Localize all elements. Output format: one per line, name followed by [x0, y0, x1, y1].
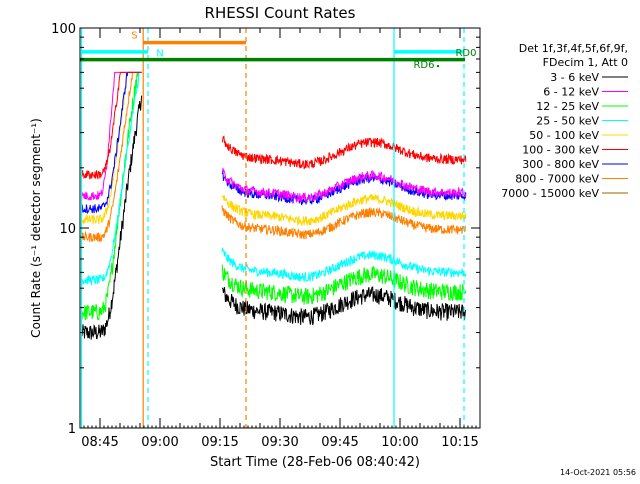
chart-title: RHESSI Count Rates: [205, 4, 356, 22]
x-tick-label: 09:30: [261, 435, 298, 450]
rd6-marker-dot: [436, 64, 440, 68]
attribute-label-rd0: RD0: [455, 48, 476, 59]
series-line-6: [81, 71, 467, 180]
series-line-1: [81, 95, 467, 340]
legend: Det 1f,3f,4f,5f,6f,9f, FDecim 1, Att 0 3…: [501, 42, 628, 200]
y-tick-label: 1: [68, 422, 76, 437]
x-tick-label: 09:45: [321, 435, 358, 450]
legend-entry-9: 7000 - 15000 keV: [501, 187, 599, 200]
legend-entry-8: 800 - 7000 keV: [515, 173, 599, 186]
legend-header-line-2: FDecim 1, Att 0: [543, 56, 628, 69]
legend-entry-5: 50 - 100 keV: [529, 129, 599, 142]
plot-area: S N RD6 RD0: [80, 28, 477, 428]
series-line-8: [81, 71, 466, 243]
y-axis-label: Count Rate (s⁻¹ detector segment⁻¹): [29, 118, 43, 338]
y-tick-label: 10: [59, 222, 76, 237]
legend-entry-4: 25 - 50 keV: [536, 115, 599, 128]
legend-entry-1: 3 - 6 keV: [550, 71, 599, 84]
legend-entry-7: 300 - 800 keV: [522, 158, 599, 171]
attribute-label-n: N: [156, 49, 163, 60]
x-tick-label: 10:00: [381, 435, 418, 450]
x-tick-label: 08:45: [81, 435, 118, 450]
x-tick-label: 10:15: [441, 435, 478, 450]
series-line-4: [81, 71, 467, 287]
legend-entry-3: 12 - 25 keV: [536, 100, 599, 113]
x-tick-label: 09:00: [141, 435, 178, 450]
legend-header-line-1: Det 1f,3f,4f,5f,6f,9f,: [519, 42, 628, 55]
timestamp: 14-Oct-2021 05:56: [560, 468, 636, 477]
x-axis-label: Start Time (28-Feb-06 08:40:42): [210, 455, 420, 470]
legend-entry-6: 100 - 300 keV: [522, 144, 599, 157]
legend-entry-2: 6 - 12 keV: [543, 86, 599, 99]
y-tick-label: 100: [51, 22, 76, 37]
series-line-3: [81, 71, 467, 321]
axes: 1 10 100 08:45 09:00 09:15 09:30 09:45 10:00 10:1…: [51, 22, 481, 450]
attribute-label-rd6: RD6: [413, 60, 434, 71]
attribute-label-s: S: [131, 31, 137, 42]
x-tick-label: 09:15: [201, 435, 238, 450]
